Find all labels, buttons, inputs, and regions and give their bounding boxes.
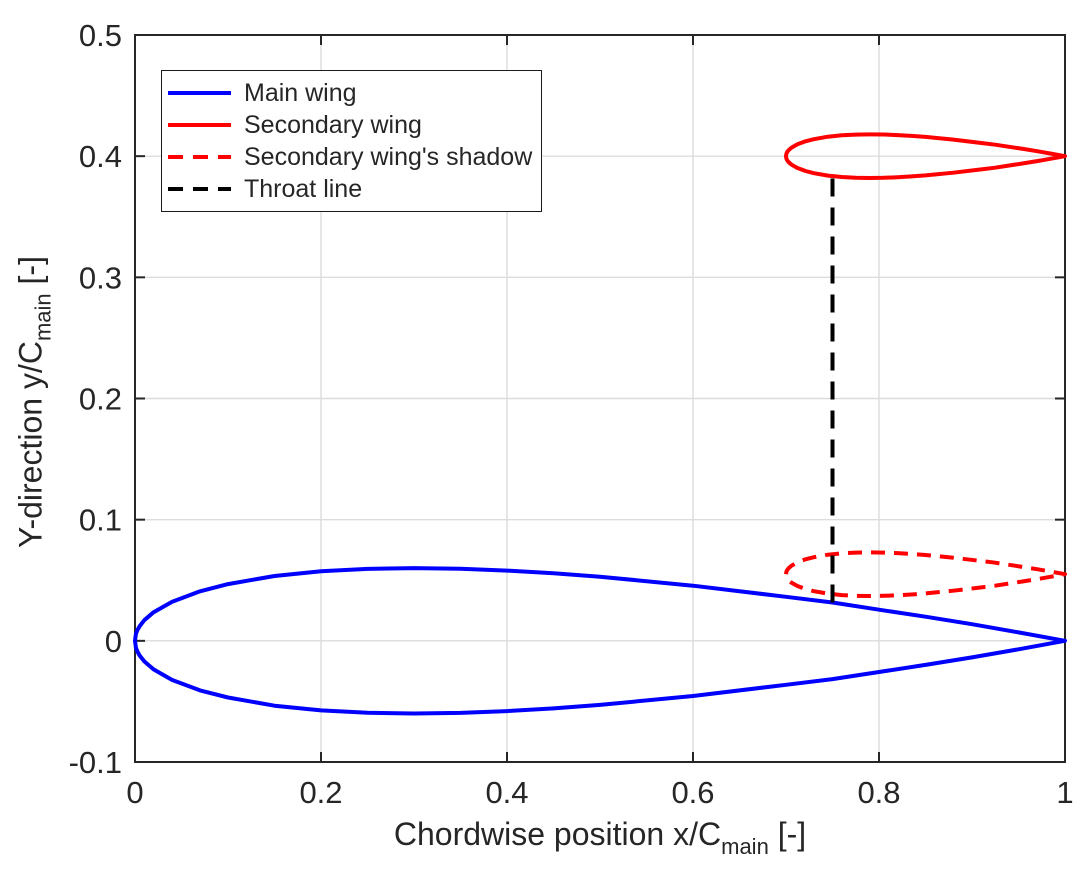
legend-label: Main wing [244, 78, 357, 107]
x-tick-label: 0.2 [299, 775, 342, 810]
y-tick-label: 0.4 [79, 139, 122, 174]
series-secondary-wing-s-shadow [784, 550, 1067, 598]
y-tick-label: -0.1 [69, 745, 122, 780]
series-main-wing [133, 566, 1067, 716]
y-axis-label: Y-direction y/Cmain [-] [12, 256, 56, 548]
x-tick-label: 0 [126, 775, 143, 810]
x-axis-label: Chordwise position x/Cmain [-] [393, 816, 807, 858]
legend-item-secondary-wing-shadow: Secondary wing's shadow [168, 141, 541, 173]
x-tick-label: 0.6 [671, 775, 714, 810]
y-axis-label-text: Y-direction y/C [12, 341, 49, 548]
x-axis-label-text: Chordwise position x/C [393, 816, 722, 852]
legend-line-sample-secondary-wing [168, 123, 231, 127]
x-axis-label-subscript: main [721, 834, 769, 859]
x-tick-label: 0.8 [857, 775, 900, 810]
legend-label: Secondary wing's shadow [244, 142, 533, 171]
y-axis-label-units: [-] [12, 256, 49, 294]
y-axis-label-subscript: main [30, 293, 56, 342]
legend-line-sample-secondary-wing-shadow [168, 155, 231, 159]
series-secondary-wing [784, 132, 1067, 180]
y-tick-label: 0.5 [79, 18, 122, 53]
y-tick-label: 0.1 [79, 503, 122, 538]
legend-item-main-wing: Main wing [168, 77, 541, 109]
legend-line-sample-throat-line [168, 187, 231, 191]
x-tick-label: 1 [1056, 775, 1073, 810]
legend-label: Throat line [244, 174, 363, 203]
legend: Main wing Secondary wing Secondary wing'… [161, 70, 542, 212]
y-tick-label: 0.3 [79, 260, 122, 295]
y-tick-label: 0.2 [79, 382, 122, 417]
legend-line-sample-main-wing [168, 91, 231, 95]
legend-item-throat-line: Throat line [168, 173, 541, 205]
y-tick-label: 0 [105, 624, 122, 659]
x-tick-label: 0.4 [485, 775, 528, 810]
legend-label: Secondary wing [244, 110, 422, 139]
x-axis-label-units: [-] [768, 816, 807, 852]
legend-item-secondary-wing: Secondary wing [168, 109, 541, 141]
